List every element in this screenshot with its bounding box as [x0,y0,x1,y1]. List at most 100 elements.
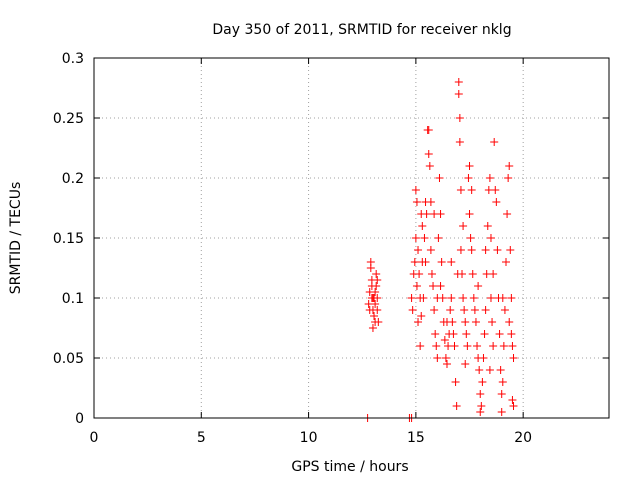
data-point [417,210,426,218]
data-point [372,282,381,290]
data-point [475,366,484,374]
data-point [476,390,485,398]
y-axis-label: SRMTID / TECUs [8,182,24,295]
data-point [419,294,428,302]
data-point [426,198,435,206]
data-point [458,270,467,278]
data-point [459,294,468,302]
data-point [421,258,430,266]
data-point [503,210,512,218]
data-point [449,330,458,338]
data-point [505,162,514,170]
data-point [461,318,470,326]
data-point [442,318,451,326]
data-point [476,408,485,416]
data-point [436,282,445,290]
data-point [465,162,474,170]
y-tick-label: 0.15 [53,231,84,247]
data-point [410,258,419,266]
ticks-layer: 0 5 10 15 20 0 0.05 0.1 0.15 0.2 0.25 0.3 [53,51,609,446]
data-point [370,312,379,320]
data-point [452,402,461,410]
data-point [426,246,435,254]
data-point [509,354,518,362]
data-point [442,360,451,368]
data-point [417,312,426,320]
y-tick-label: 0.05 [53,351,84,367]
data-point [418,222,427,230]
data-point [435,174,444,182]
data-point [469,294,478,302]
data-point [416,342,425,350]
data-point [485,174,494,182]
data-point [480,330,489,338]
y-tick-label: 0.3 [62,51,84,67]
x-tick-label: 20 [514,430,532,446]
data-point [459,222,468,230]
data-point [474,282,483,290]
data-point [366,264,375,272]
data-point [373,306,382,314]
x-tick-label: 5 [197,430,206,446]
data-point [460,306,469,314]
data-point [481,306,490,314]
data-point [412,282,421,290]
data-point [497,408,506,416]
data-point [485,366,494,374]
data-point [462,330,471,338]
data-point [464,174,473,182]
data-point [456,246,465,254]
data-point [505,318,514,326]
data-point [495,330,504,338]
data-point [502,258,510,266]
data-point [408,306,417,314]
data-point [509,402,518,410]
data-point [433,354,442,362]
data-point [492,198,501,206]
data-point [447,294,456,302]
data-point [371,318,380,326]
data-point [367,294,376,302]
data-point [477,402,486,410]
data-point [454,90,463,98]
data-point [508,342,517,350]
data-point [373,276,382,284]
data-point [415,270,424,278]
data-point [506,246,515,254]
data-point [447,258,456,266]
data-point [466,234,475,242]
data-point [437,258,446,266]
data-point [467,186,476,194]
data-point [455,138,464,146]
data-point [434,234,443,242]
data-point [471,318,480,326]
data-point [478,378,487,386]
data-point [507,294,516,302]
x-tick-label: 15 [407,430,425,446]
data-point [483,222,492,230]
data-point [424,150,433,158]
data-point [473,342,482,350]
data-point [497,390,506,398]
data-point [424,126,433,134]
data-point [486,294,495,302]
data-point [489,342,498,350]
data-point [430,210,439,218]
data-point [446,306,455,314]
x-tick-label: 10 [300,430,318,446]
data-point [411,234,420,242]
data-point [414,318,423,326]
data-point [372,270,381,278]
data-point [365,306,374,314]
points-layer [363,78,518,422]
data-point [371,300,380,308]
data-point [488,318,497,326]
y-tick-label: 0.25 [53,111,84,127]
data-point [430,306,439,314]
data-point [371,288,380,296]
chart-title: Day 350 of 2011, SRMTID for receiver nkl… [212,22,511,38]
data-point [441,354,450,362]
data-point [490,138,499,146]
